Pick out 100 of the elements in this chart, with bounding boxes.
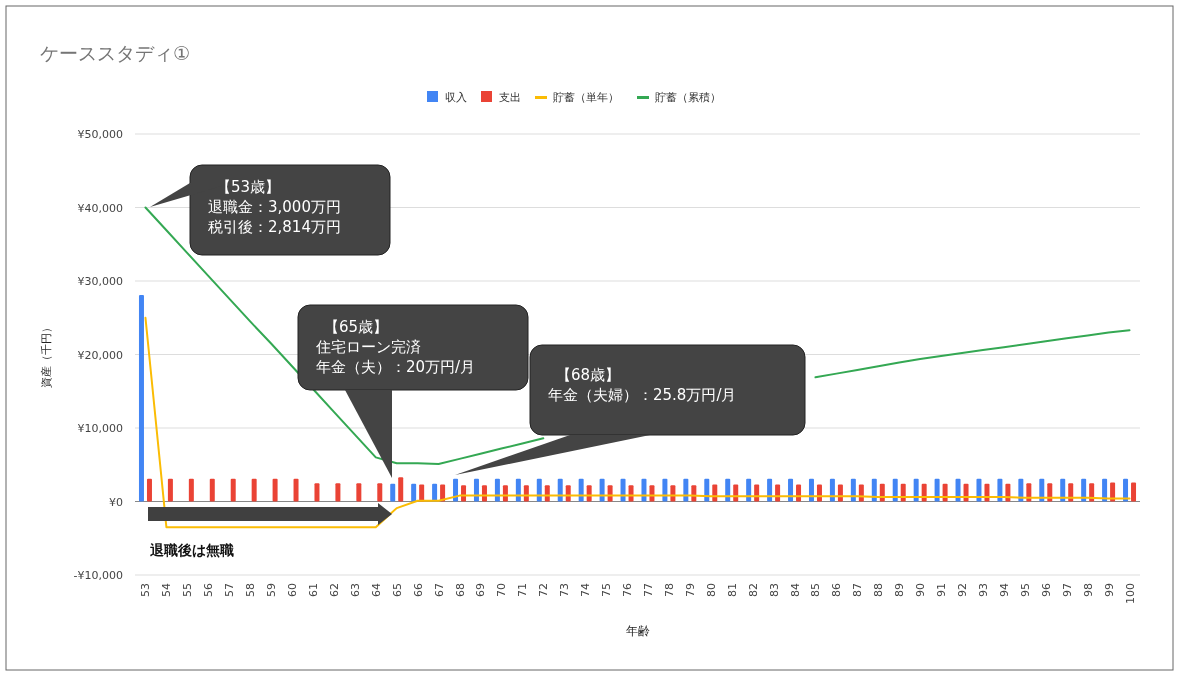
x-tick-label: 90 (914, 583, 928, 597)
x-tick-label: 67 (432, 583, 446, 597)
bar (398, 477, 404, 502)
bar (230, 478, 236, 502)
annotation: 退職後は無職 (149, 542, 234, 558)
x-tick-label: 87 (851, 583, 865, 597)
bar (209, 478, 215, 502)
y-axis-title: 資産（千円） (40, 321, 53, 388)
annotation: 【65歳】 (324, 318, 389, 336)
annotation: 住宅ローン完済 (315, 338, 421, 356)
bar (1131, 482, 1137, 502)
bar (1039, 478, 1045, 502)
bar (788, 478, 794, 502)
x-tick-label: 80 (704, 583, 718, 597)
bar (578, 478, 584, 502)
x-tick-label: 57 (223, 583, 237, 597)
y-tick-label: ¥40,000 (77, 201, 123, 215)
bar (453, 478, 459, 502)
x-axis-title: 年齢 (625, 624, 650, 638)
x-tick-label: 64 (369, 583, 383, 597)
x-tick-label: 93 (976, 583, 990, 597)
bar (767, 478, 773, 502)
bar (892, 478, 898, 502)
bar (146, 478, 152, 502)
y-tick-label: ¥10,000 (77, 422, 123, 435)
bar (829, 478, 835, 502)
x-tick-label: 98 (1081, 583, 1095, 597)
x-tick-label: 60 (286, 583, 300, 597)
bar (356, 483, 362, 502)
y-tick-label: ¥50,000 (77, 128, 123, 141)
x-tick-label: 63 (348, 583, 362, 597)
x-tick-label: 79 (683, 583, 697, 597)
bar (494, 478, 500, 502)
bar (850, 478, 856, 502)
y-tick-label: -¥10,000 (73, 569, 123, 582)
bar (725, 478, 731, 502)
bar (536, 478, 542, 502)
bar (683, 478, 689, 502)
x-tick-label: 89 (893, 583, 907, 597)
bar (1110, 482, 1116, 502)
legend-label: 貯蓄（累積） (655, 91, 721, 104)
y-tick-label: ¥0 (109, 495, 123, 509)
legend-label: 支出 (499, 91, 521, 104)
annotation: 退職金：3,000万円 (208, 198, 341, 216)
bar (913, 478, 919, 502)
x-tick-label: 59 (265, 583, 279, 597)
bar (1018, 478, 1024, 502)
annotation: 【53歳】 (216, 178, 281, 196)
x-tick-label: 91 (935, 583, 949, 597)
x-tick-label: 62 (327, 583, 341, 597)
x-tick-label: 68 (453, 583, 467, 597)
bar (377, 483, 383, 502)
bar (557, 478, 563, 502)
annotation: 【68歳】 (556, 366, 621, 384)
bar (167, 478, 173, 502)
x-tick-label: 78 (662, 583, 676, 597)
bar (515, 478, 521, 502)
y-tick-label: ¥30,000 (77, 275, 123, 288)
x-tick-label: 88 (872, 583, 886, 597)
x-tick-label: 71 (516, 583, 530, 597)
bar (599, 478, 605, 502)
x-tick-label: 65 (390, 583, 404, 597)
x-tick-label: 94 (997, 583, 1011, 597)
bar (1081, 478, 1087, 502)
x-tick-label: 95 (1018, 583, 1032, 597)
bar (997, 478, 1003, 502)
legend-label: 収入 (445, 91, 467, 104)
bar (934, 478, 940, 502)
x-tick-label: 74 (579, 583, 593, 597)
bar (808, 478, 814, 502)
bar (473, 478, 479, 502)
annotation: 税引後：2,814万円 (208, 218, 341, 236)
bar (1123, 478, 1129, 502)
bar (138, 294, 144, 502)
x-tick-label: 72 (537, 583, 551, 597)
bar (1102, 478, 1108, 502)
bar (335, 483, 341, 502)
x-tick-label: 85 (809, 583, 823, 597)
x-tick-label: 82 (746, 583, 760, 597)
bar (293, 478, 299, 502)
chart-title: ケーススタディ① (40, 42, 191, 64)
x-tick-label: 70 (495, 583, 509, 597)
x-tick-label: 86 (830, 583, 844, 597)
x-tick-label: 58 (244, 583, 258, 597)
bar (411, 483, 417, 502)
x-tick-label: 69 (474, 583, 488, 597)
bar (871, 478, 877, 502)
bar (272, 478, 278, 502)
x-tick-label: 73 (558, 583, 572, 597)
bar (188, 478, 194, 502)
bar (390, 483, 396, 502)
x-tick-label: 100 (1123, 583, 1137, 604)
bar (251, 478, 257, 502)
y-tick-label: ¥20,000 (77, 348, 123, 362)
x-tick-label: 56 (202, 583, 216, 597)
annotation: 年金（夫）：20万円/月 (316, 358, 476, 376)
bar (704, 478, 710, 502)
bar (314, 483, 320, 502)
x-tick-label: 96 (1039, 583, 1053, 597)
x-tick-label: 66 (411, 583, 425, 597)
